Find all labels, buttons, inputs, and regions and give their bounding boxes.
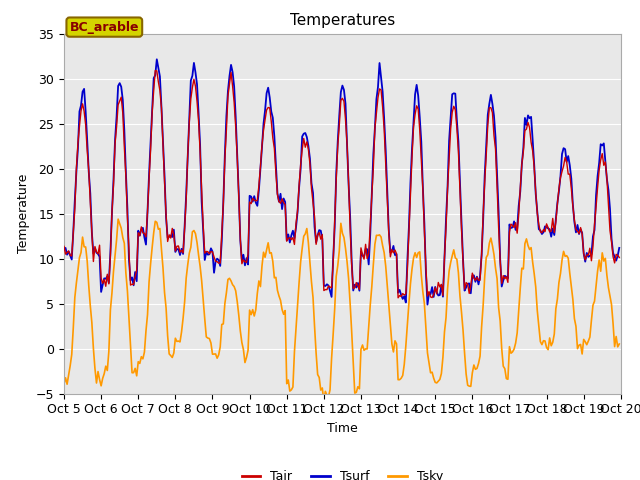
Y-axis label: Temperature: Temperature <box>17 174 30 253</box>
Text: BC_arable: BC_arable <box>70 21 139 34</box>
X-axis label: Time: Time <box>327 422 358 435</box>
Title: Temperatures: Temperatures <box>290 13 395 28</box>
Legend: Tair, Tsurf, Tsky: Tair, Tsurf, Tsky <box>237 465 448 480</box>
